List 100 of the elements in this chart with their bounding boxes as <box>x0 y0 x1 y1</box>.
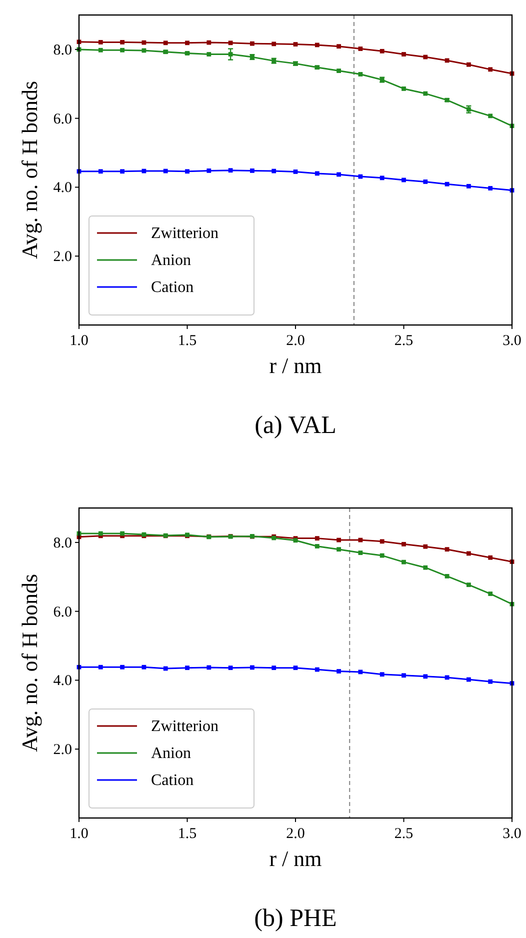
y-tick-label: 4.0 <box>53 673 72 690</box>
y-tick-label: 8.0 <box>53 535 72 552</box>
x-axis-title: r / nm <box>269 846 322 871</box>
point <box>250 665 254 670</box>
point <box>228 666 233 670</box>
point <box>293 666 298 670</box>
point <box>314 42 320 48</box>
point <box>444 58 450 63</box>
point <box>402 560 406 564</box>
point <box>336 44 341 49</box>
y-tick-label: 4.0 <box>53 180 72 196</box>
x-axis-title: r / nm <box>269 353 322 378</box>
point <box>98 40 103 44</box>
point <box>314 544 320 548</box>
point <box>358 46 363 51</box>
point <box>120 40 124 44</box>
point <box>228 168 233 173</box>
y-axis-title: Avg. no. of H bonds <box>17 80 42 260</box>
point <box>336 172 341 177</box>
point <box>272 42 276 46</box>
point <box>488 555 493 560</box>
point <box>250 41 254 46</box>
point <box>423 91 428 96</box>
point <box>185 40 190 46</box>
point <box>444 574 450 578</box>
point <box>488 186 493 190</box>
point <box>402 542 406 546</box>
y-axis-title: Avg. no. of H bonds <box>17 574 42 752</box>
point <box>444 182 450 186</box>
y-tick-label: 6.0 <box>53 111 72 128</box>
point <box>314 171 320 176</box>
point <box>444 675 450 680</box>
point <box>293 538 298 543</box>
point <box>466 62 471 67</box>
point <box>380 48 384 54</box>
legend-label: Zwitterion <box>151 225 219 242</box>
point <box>185 666 190 670</box>
point <box>163 168 168 174</box>
legend-label: Cation <box>151 279 194 296</box>
point <box>358 550 363 555</box>
point <box>163 666 168 671</box>
legend-label: Cation <box>151 772 194 789</box>
point <box>228 40 233 46</box>
x-tick-label: 2.5 <box>394 826 414 842</box>
point <box>120 664 124 670</box>
point <box>423 674 428 679</box>
point <box>380 672 384 677</box>
point <box>402 86 406 91</box>
y-tick-label: 8.0 <box>53 42 72 58</box>
x-tick-label: 2.5 <box>394 333 414 349</box>
point <box>358 72 363 76</box>
point <box>380 553 384 558</box>
point <box>206 168 212 173</box>
point <box>466 582 471 588</box>
point <box>272 168 276 174</box>
text: (a) VAL <box>254 412 336 439</box>
point <box>336 538 341 542</box>
point <box>206 40 212 45</box>
point <box>163 40 168 46</box>
point <box>293 42 298 46</box>
point <box>120 531 124 536</box>
point <box>206 665 212 670</box>
point <box>466 677 471 682</box>
x-tick-label: 3.0 <box>502 333 522 349</box>
point <box>380 176 384 180</box>
point <box>185 169 190 174</box>
point <box>98 531 103 536</box>
x-tick-label: 3.0 <box>502 826 522 842</box>
y-tick-label: 2.0 <box>53 249 72 266</box>
y-tick-label: 2.0 <box>53 742 72 758</box>
x-tick-label: 1.0 <box>70 826 88 842</box>
point <box>402 178 406 182</box>
x-tick-label: 1.0 <box>70 333 88 349</box>
point <box>488 67 493 72</box>
y-tick-label: 6.0 <box>53 604 72 620</box>
point <box>488 592 493 596</box>
point <box>272 666 276 670</box>
point <box>488 679 493 684</box>
point <box>293 170 298 174</box>
point <box>142 664 146 670</box>
point <box>336 547 341 552</box>
point <box>314 667 320 672</box>
legend-label: Zwitterion <box>151 718 219 735</box>
point <box>444 547 450 552</box>
point <box>314 536 320 541</box>
x-tick-label: 1.5 <box>178 826 197 842</box>
legend-label: Anion <box>151 252 191 269</box>
point <box>402 673 406 678</box>
point <box>423 565 428 570</box>
point <box>423 54 428 60</box>
point <box>120 169 124 174</box>
point <box>466 184 471 188</box>
point <box>250 168 254 173</box>
point <box>98 48 103 52</box>
point <box>336 68 341 73</box>
text: (b) PHE <box>254 905 337 932</box>
point <box>488 114 493 118</box>
point <box>380 539 384 544</box>
point <box>206 52 212 56</box>
legend-label: Anion <box>151 745 191 762</box>
